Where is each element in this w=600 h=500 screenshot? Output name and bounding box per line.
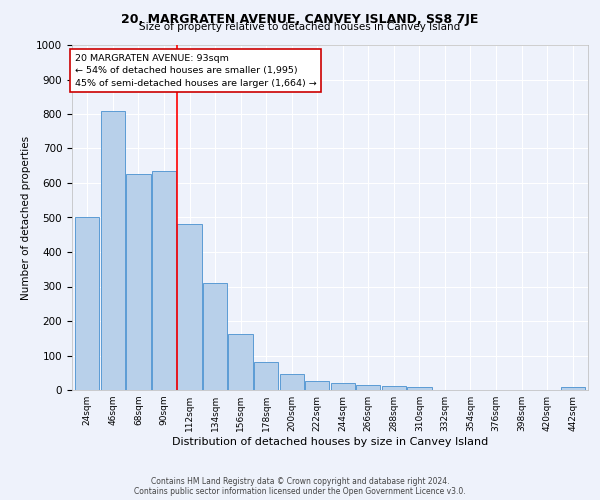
Bar bbox=[331, 383, 355, 390]
X-axis label: Distribution of detached houses by size in Canvey Island: Distribution of detached houses by size … bbox=[172, 437, 488, 447]
Text: Size of property relative to detached houses in Canvey Island: Size of property relative to detached ho… bbox=[139, 22, 461, 32]
Y-axis label: Number of detached properties: Number of detached properties bbox=[20, 136, 31, 300]
Bar bbox=[178, 224, 202, 390]
Bar bbox=[75, 218, 100, 390]
Bar bbox=[305, 382, 329, 390]
Bar bbox=[254, 362, 278, 390]
Text: Contains HM Land Registry data © Crown copyright and database right 2024.
Contai: Contains HM Land Registry data © Crown c… bbox=[134, 476, 466, 496]
Bar bbox=[356, 385, 380, 390]
Text: 20, MARGRATEN AVENUE, CANVEY ISLAND, SS8 7JE: 20, MARGRATEN AVENUE, CANVEY ISLAND, SS8… bbox=[121, 12, 479, 26]
Bar bbox=[229, 334, 253, 390]
Text: 20 MARGRATEN AVENUE: 93sqm
← 54% of detached houses are smaller (1,995)
45% of s: 20 MARGRATEN AVENUE: 93sqm ← 54% of deta… bbox=[74, 54, 316, 88]
Bar bbox=[382, 386, 406, 390]
Bar bbox=[203, 283, 227, 390]
Bar bbox=[126, 174, 151, 390]
Bar bbox=[280, 374, 304, 390]
Bar bbox=[560, 386, 585, 390]
Bar bbox=[152, 171, 176, 390]
Bar bbox=[101, 110, 125, 390]
Bar bbox=[407, 387, 431, 390]
